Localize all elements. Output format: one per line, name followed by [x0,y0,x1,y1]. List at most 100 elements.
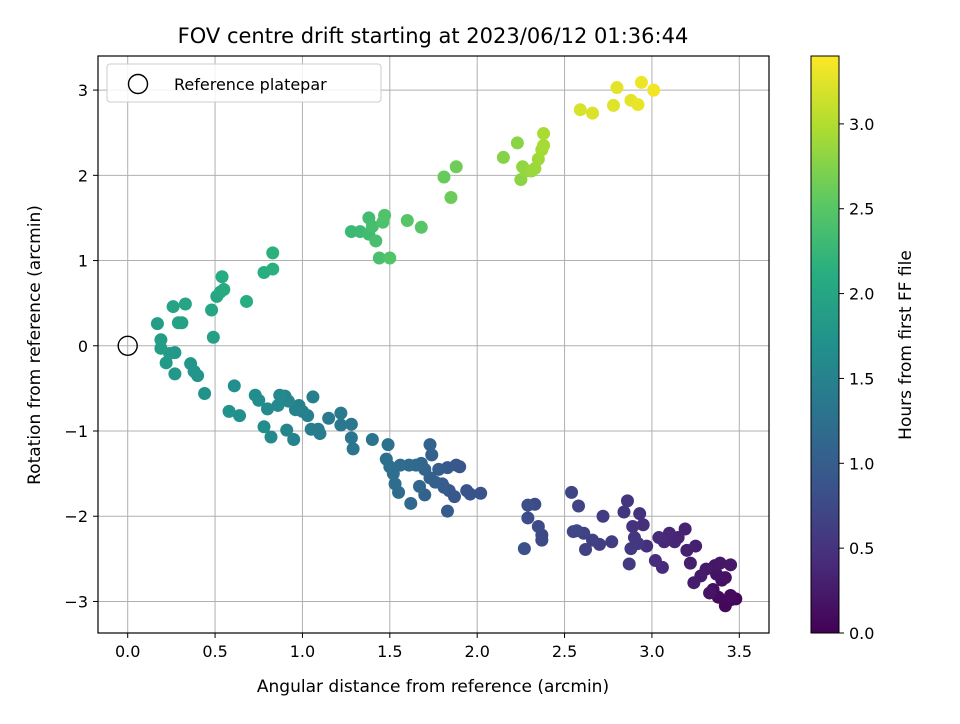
data-point [620,494,634,508]
data-point [432,462,446,476]
data-point [648,554,662,568]
y-tick-label: −3 [64,592,88,611]
data-point [287,433,301,447]
y-tick-label: −2 [64,507,88,526]
data-point [606,98,620,112]
data-point [154,333,168,347]
data-point [449,160,463,174]
data-point [652,531,666,545]
colorbar-tick-label: 0.0 [849,624,874,643]
data-point [425,448,439,462]
x-tick-label: 1.5 [377,642,402,661]
data-point [233,409,247,423]
data-point [388,477,402,491]
data-point [168,367,182,381]
data-point [440,504,454,518]
data-point [610,81,624,95]
data-point [260,402,274,416]
data-point [474,486,488,500]
data-point [724,588,738,602]
y-tick-label: −1 [64,422,88,441]
data-points [150,75,743,613]
legend-marker-open-circle [127,73,149,95]
data-point [631,98,645,112]
data-point [271,398,285,412]
data-point [634,75,648,89]
data-point [617,505,631,519]
data-point [178,297,192,311]
colorbar-ticks: 0.0 0.5 1.0 1.5 2.0 2.5 3.0 [839,115,874,643]
data-point [535,533,549,547]
data-point [304,422,318,436]
data-point [222,404,236,418]
legend: Reference platepar [106,63,382,103]
data-point [626,519,640,533]
data-point [437,170,451,184]
data-point [280,423,294,437]
data-point [334,406,348,420]
data-point [346,442,360,456]
y-axis-ticks: −3 −2 −1 0 1 2 3 [64,81,98,611]
data-point [579,542,593,556]
data-point [344,417,358,431]
colorbar-tick-label: 1.5 [849,369,874,388]
data-point [257,420,271,434]
data-point [266,262,280,276]
data-point [703,586,717,600]
data-point [369,234,383,248]
data-point [400,213,414,227]
data-point [227,379,241,393]
data-point [215,270,229,284]
y-tick-label: 3 [78,81,88,100]
chart-title: FOV centre drift starting at 2023/06/12 … [178,24,689,48]
colorbar-tick-label: 1.0 [849,454,874,473]
data-point [171,316,185,330]
x-tick-label: 0.5 [202,642,227,661]
data-point [365,219,379,233]
data-point [266,246,280,260]
data-point [150,317,164,331]
data-point [531,519,545,533]
data-point [379,452,393,466]
x-axis-label: Angular distance from reference (arcmin) [257,677,609,697]
data-point [565,485,579,499]
colorbar-gradient [810,55,840,634]
data-point [322,411,336,425]
data-point [647,83,661,97]
data-point [636,518,650,532]
data-point [414,220,428,234]
data-point [404,496,418,510]
data-point [264,430,278,444]
y-tick-label: 2 [78,166,88,185]
data-point [206,330,220,344]
plot-frame [97,55,770,634]
data-point [570,524,584,538]
data-point [423,438,437,452]
colorbar-tick-label: 2.0 [849,285,874,304]
data-point [724,558,738,572]
data-point [537,138,551,152]
data-point [217,283,231,297]
x-tick-label: 3.0 [639,642,664,661]
data-point [605,535,619,549]
data-point [306,390,320,404]
data-point [596,509,610,523]
x-tick-label: 2.0 [464,642,489,661]
data-point [381,438,395,452]
data-point [622,557,636,571]
x-tick-label: 3.5 [727,642,752,661]
grid [98,56,769,633]
data-point [572,499,586,513]
data-point [586,533,600,547]
data-point [633,507,647,521]
y-axis-label: Rotation from reference (arcmin) [25,205,45,485]
data-point [365,433,379,447]
y-tick-label: 1 [78,252,88,271]
data-point [521,498,535,512]
data-point [517,542,531,556]
data-point [344,431,358,445]
data-point [573,103,587,117]
data-point [713,556,727,570]
